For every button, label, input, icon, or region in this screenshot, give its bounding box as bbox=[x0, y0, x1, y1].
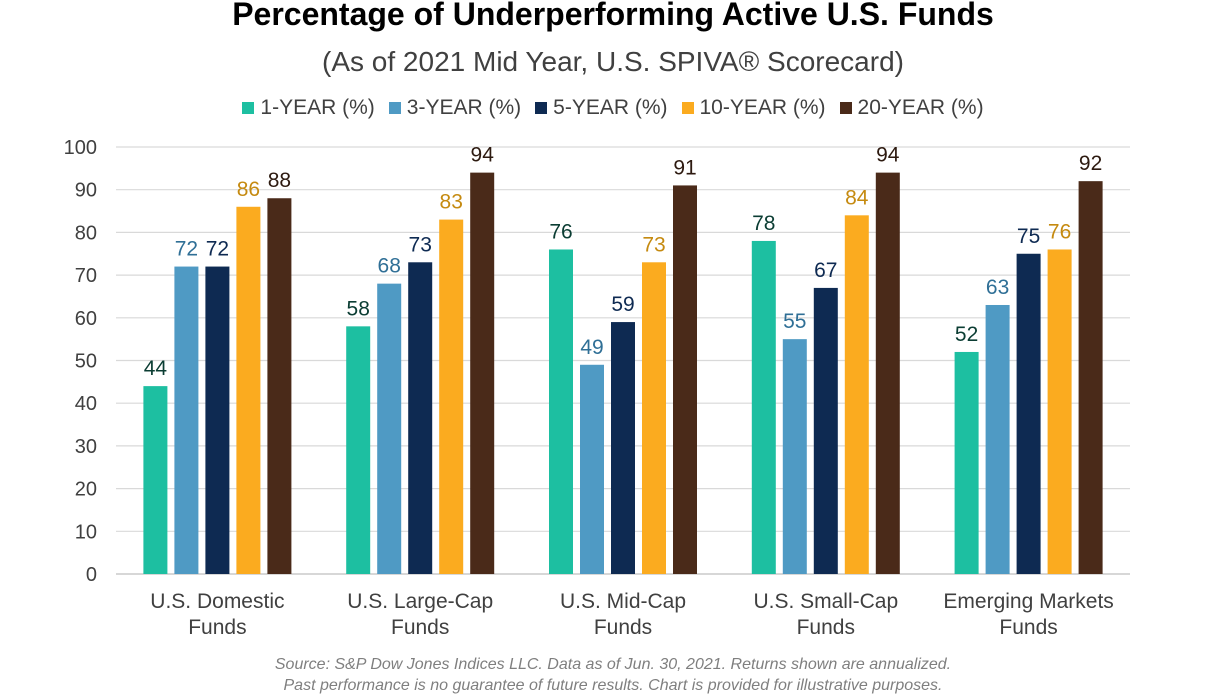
x-tick-label: U.S. Large-Cap bbox=[347, 590, 493, 613]
legend-label: 5-YEAR (%) bbox=[553, 96, 668, 119]
chart-subtitle: (As of 2021 Mid Year, U.S. SPIVA® Scorec… bbox=[322, 46, 904, 77]
bar bbox=[782, 339, 807, 574]
data-label: 84 bbox=[845, 186, 869, 209]
source-footnote: Source: S&P Dow Jones Indices LLC. Data … bbox=[274, 656, 952, 673]
legend-swatch bbox=[242, 102, 255, 114]
x-tick-label: Funds bbox=[188, 616, 246, 639]
data-label: 72 bbox=[175, 238, 198, 261]
y-tick-label: 70 bbox=[75, 265, 97, 287]
bar bbox=[1078, 181, 1103, 574]
data-label: 76 bbox=[549, 220, 572, 243]
chart-title: Percentage of Underperforming Active U.S… bbox=[232, 0, 994, 32]
data-label: 63 bbox=[986, 276, 1009, 299]
bar bbox=[1016, 253, 1041, 574]
legend-swatch bbox=[535, 102, 548, 114]
bar bbox=[439, 219, 464, 574]
y-tick-label: 30 bbox=[75, 436, 97, 458]
legend-item-5: 20-YEAR (%) bbox=[839, 96, 984, 120]
data-label: 52 bbox=[955, 323, 978, 346]
data-label: 86 bbox=[237, 178, 260, 201]
data-label: 59 bbox=[611, 293, 634, 316]
bar bbox=[470, 172, 495, 574]
data-label: 83 bbox=[440, 191, 463, 214]
legend-label: 1-YEAR (%) bbox=[260, 96, 375, 119]
data-label: 94 bbox=[471, 144, 495, 167]
data-label: 92 bbox=[1079, 152, 1102, 175]
legend-item-2: 3-YEAR (%) bbox=[388, 96, 522, 120]
data-label: 72 bbox=[206, 238, 229, 261]
bar bbox=[580, 364, 604, 574]
y-tick-label: 60 bbox=[75, 308, 97, 330]
data-label: 55 bbox=[783, 310, 806, 333]
y-tick-label: 0 bbox=[86, 564, 97, 586]
x-tick-label: U.S. Small-Cap bbox=[753, 590, 898, 613]
x-tick-label: Emerging Markets bbox=[943, 590, 1113, 613]
disclaimer-footnote: Past performance is no guarantee of futu… bbox=[283, 677, 943, 694]
bar bbox=[143, 386, 168, 574]
bar bbox=[1047, 249, 1072, 575]
data-label: 76 bbox=[1048, 220, 1071, 243]
data-label: 88 bbox=[268, 169, 291, 192]
data-label: 44 bbox=[144, 357, 168, 380]
data-label: 67 bbox=[814, 259, 837, 282]
data-label: 73 bbox=[642, 233, 665, 256]
chart-legend: 1-YEAR (%) 3-YEAR (%) 5-YEAR (%) 10-YEAR (%… bbox=[0, 96, 1226, 120]
x-tick-label: U.S. Domestic bbox=[150, 590, 284, 613]
legend-item-3: 5-YEAR (%) bbox=[535, 96, 668, 120]
data-label: 94 bbox=[876, 144, 900, 167]
bar bbox=[377, 283, 402, 574]
data-label: 58 bbox=[347, 297, 370, 320]
bar bbox=[205, 266, 230, 574]
data-label: 78 bbox=[752, 212, 775, 235]
bar bbox=[611, 322, 635, 574]
legend-swatch bbox=[681, 102, 694, 114]
y-tick-label: 40 bbox=[75, 393, 97, 415]
y-tick-label: 90 bbox=[75, 180, 97, 202]
legend-swatch bbox=[388, 102, 401, 114]
y-tick-label: 20 bbox=[75, 479, 97, 501]
bar bbox=[549, 249, 573, 575]
x-tick-label: Funds bbox=[594, 616, 652, 639]
x-tick-label: Funds bbox=[797, 616, 855, 639]
bar bbox=[408, 262, 433, 574]
bar bbox=[642, 262, 666, 574]
bar bbox=[174, 266, 199, 574]
y-tick-label: 100 bbox=[64, 137, 97, 159]
bar bbox=[875, 172, 900, 574]
x-tick-label: Funds bbox=[391, 616, 449, 639]
legend-label: 20-YEAR (%) bbox=[857, 96, 984, 119]
y-tick-label: 50 bbox=[75, 351, 97, 373]
data-label: 75 bbox=[1017, 225, 1040, 248]
bar bbox=[751, 240, 776, 574]
legend-swatch bbox=[839, 102, 852, 114]
data-label: 91 bbox=[673, 156, 696, 179]
bar bbox=[236, 206, 261, 574]
bar bbox=[985, 304, 1010, 574]
bar bbox=[673, 185, 697, 574]
data-label: 73 bbox=[409, 233, 432, 256]
bar bbox=[954, 351, 979, 574]
y-tick-label: 10 bbox=[75, 521, 97, 543]
x-tick-label: Funds bbox=[999, 616, 1057, 639]
x-tick-label: U.S. Mid-Cap bbox=[560, 590, 686, 613]
bar bbox=[267, 198, 292, 575]
legend-item-1: 1-YEAR (%) bbox=[242, 96, 375, 120]
y-tick-label: 80 bbox=[75, 222, 97, 244]
bar bbox=[813, 287, 838, 574]
legend-label: 10-YEAR (%) bbox=[699, 96, 826, 119]
data-label: 49 bbox=[580, 336, 603, 359]
bar bbox=[844, 215, 869, 574]
legend-label: 3-YEAR (%) bbox=[406, 96, 522, 119]
legend-item-4: 10-YEAR (%) bbox=[681, 96, 826, 120]
data-label: 68 bbox=[378, 255, 401, 278]
bar bbox=[346, 326, 371, 574]
